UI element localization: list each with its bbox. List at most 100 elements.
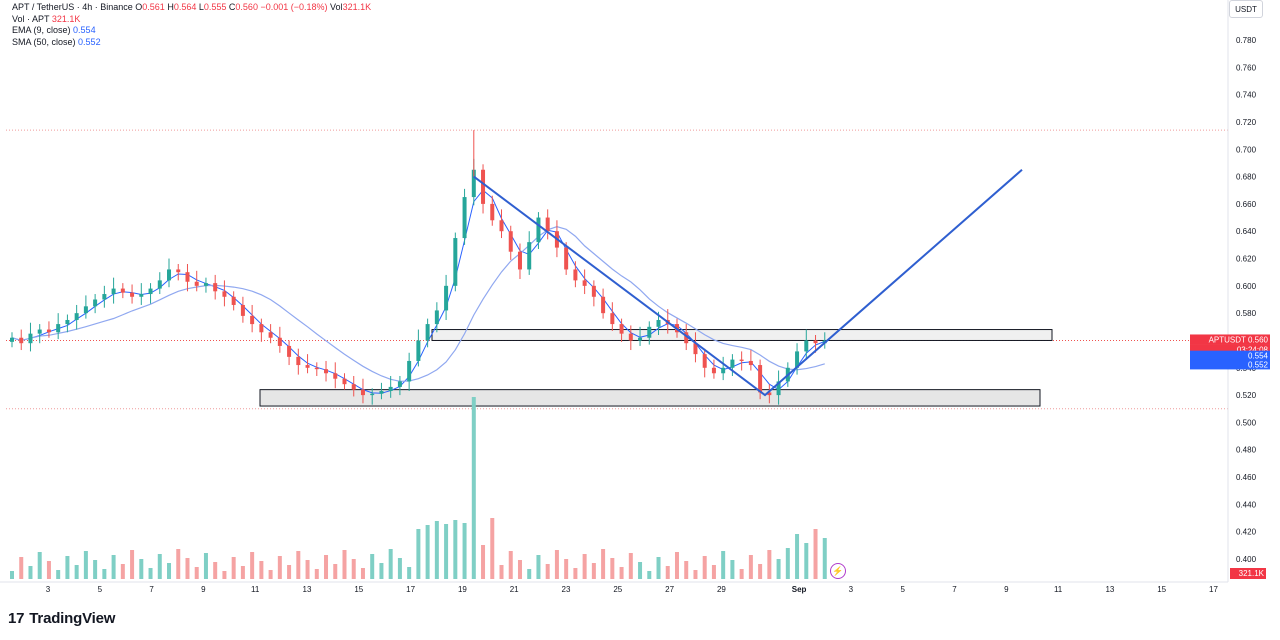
volume-bar [19,557,24,579]
volume-bar [342,550,347,579]
ema-tag-bg [1190,350,1270,361]
countdown-tag-bg [1190,344,1270,355]
y-tick-label: 0.660 [1236,200,1257,209]
volume-bar [471,397,476,579]
symbol-title[interactable]: APT / TetherUS · 4h · Binance [12,2,133,12]
volume-bar [74,565,79,579]
candle-body [139,294,144,297]
high-value: 0.564 [173,2,197,12]
volume-bar [46,561,51,579]
volume-bar [573,568,578,579]
candle-body [130,292,135,297]
x-tick-label: 11 [1054,585,1063,594]
candle-body [601,296,606,314]
candle-body [351,384,356,390]
volume-bar [508,551,513,579]
volume-bar [490,518,495,579]
open-value: 0.561 [142,2,165,12]
support-zone [259,389,1041,407]
candle-body [102,294,107,300]
candle-body [739,359,744,361]
x-tick-label: 17 [1209,585,1218,594]
last-price-tag: APTUSDT 0.560 [1209,335,1269,344]
y-tick-label: 0.720 [1236,118,1257,127]
volume-bar [527,569,532,579]
candle-body [527,242,532,270]
x-tick-label: 3 [46,585,51,594]
candle-body [324,369,329,374]
h-label: H [167,2,174,12]
candle-body [287,345,292,357]
candle-body [268,332,273,338]
candle-body [379,391,384,394]
legend-symbol-row: APT / TetherUS · 4h · Binance O0.561 H0.… [12,2,371,14]
volume-bar [379,563,384,579]
candle-body [240,304,245,316]
volume-bar [711,565,716,579]
candle-body [65,319,70,325]
trendline-projection [473,168,1023,397]
candle-body [157,280,162,289]
sma-value: 0.552 [78,36,101,47]
candle-body [305,365,310,368]
lightning-icon[interactable]: ⚡ [830,563,846,579]
volume-bar [582,554,587,579]
candle-body [111,288,116,295]
volume-bar [185,558,190,579]
x-tick-label: 19 [458,585,467,594]
volume-bar [397,558,402,579]
candle-body [250,315,255,325]
candle-body [231,296,236,305]
x-tick-label: 13 [303,585,312,594]
candle-body [46,329,51,333]
tradingview-brand[interactable]: 17 TradingView [8,610,115,627]
volume-bar [203,553,208,579]
volume-bar [407,567,412,579]
volume-bar [351,559,356,579]
x-tick-label: 11 [251,585,260,594]
volume-bar [444,524,449,579]
legend-volume-row[interactable]: Vol · APT 321.1K [12,14,371,26]
x-tick-label: 17 [406,585,415,594]
volume-bar [268,570,273,579]
candle-body [499,220,504,232]
x-tick-label: 7 [952,585,957,594]
volume-bar [804,543,809,579]
y-tick-label: 0.440 [1236,500,1257,509]
x-tick-label: 13 [1105,585,1114,594]
volume-tag: 321.1K [1239,569,1265,578]
x-tick-label: 15 [354,585,363,594]
y-tick-label: 0.500 [1236,418,1257,427]
volume-bar [287,565,292,579]
volume-bar [601,549,606,579]
candle-body [711,367,716,374]
candle-body [481,169,486,204]
change-value: −0.001 (−0.18%) [260,2,328,12]
candle-body [730,359,735,368]
volume-bar [758,564,763,579]
volume-bar [194,567,199,579]
candle-body [582,280,587,286]
volume-bar [693,570,698,579]
legend-sma-row[interactable]: SMA (50, close) 0.552 [12,37,371,49]
low-value: 0.555 [203,2,227,12]
countdown-tag: 03:24:08 [1237,345,1269,354]
candle-body [647,326,652,338]
candle-body [693,343,698,355]
legend-ema-row[interactable]: EMA (9, close) 0.554 [12,25,371,37]
volume-bar [554,550,559,579]
vol-value: 321.1K [342,2,372,12]
candle-body [536,217,541,243]
candle-body [167,269,172,281]
candle-body [591,285,596,297]
currency-button[interactable]: USDT [1229,0,1263,18]
x-tick-label: 3 [849,585,854,594]
volume-bar [619,567,624,579]
volume-bar [167,563,172,579]
candle-body [370,393,375,396]
candle-body [517,251,522,270]
tradingview-logo-icon: 17 [8,610,25,627]
candle-body [19,337,24,344]
volume-bar [425,525,430,579]
